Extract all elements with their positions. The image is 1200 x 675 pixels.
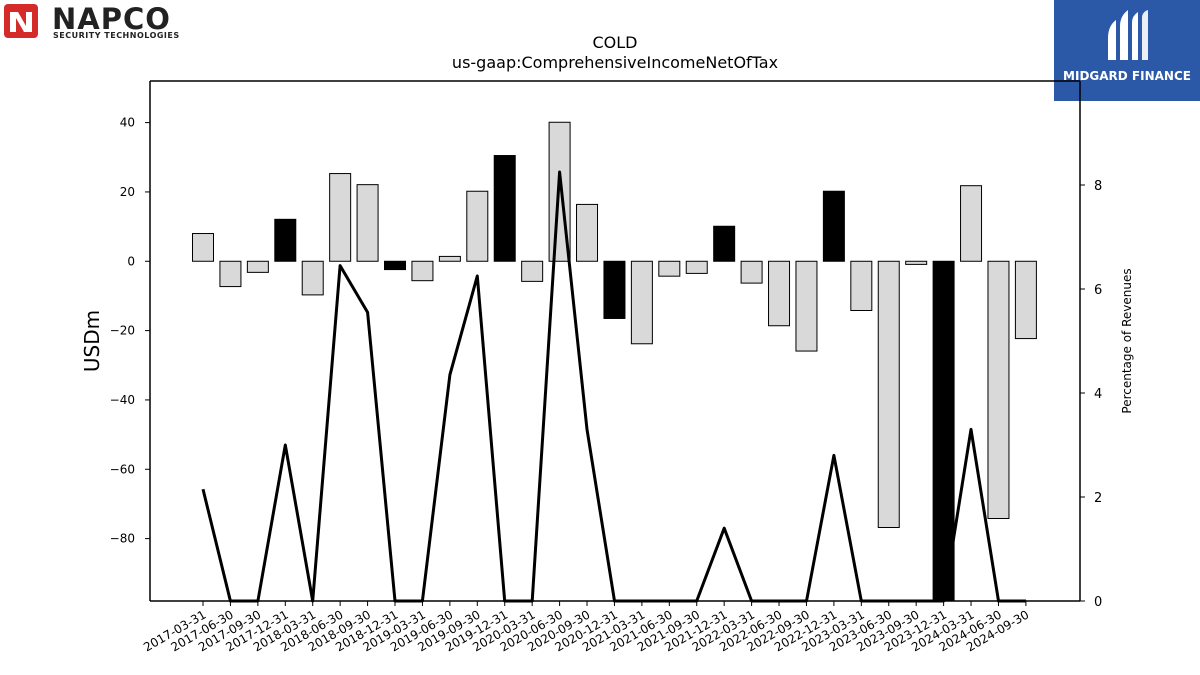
y-tick-label: −60 <box>110 462 135 476</box>
bar-2020-12-31 <box>603 260 626 319</box>
bar-2024-09-30 <box>1014 260 1037 340</box>
napco-brand-name: NAPCO <box>52 2 171 36</box>
bar-2023-03-31 <box>850 260 873 311</box>
bar-2018-06-30 <box>329 173 352 262</box>
bar-2021-03-31 <box>630 260 653 345</box>
bar-2023-06-30 <box>877 260 900 529</box>
bar-2024-03-31 <box>960 185 983 262</box>
bar-2019-12-31 <box>493 155 516 262</box>
bar-2023-09-30 <box>905 260 928 265</box>
y-tick-label: 0 <box>127 254 135 268</box>
napco-tagline: SECURITY TECHNOLOGIES <box>53 31 180 40</box>
line-layer <box>201 170 1026 603</box>
bar-2020-03-31 <box>521 260 544 282</box>
bar-2021-09-30 <box>685 260 708 274</box>
bar-2017-09-30 <box>246 260 269 273</box>
bar-2017-12-31 <box>274 218 297 262</box>
y2-tick-label: 2 <box>1094 491 1102 506</box>
bar-2018-09-30 <box>356 184 379 262</box>
bar-2022-12-31 <box>822 190 845 262</box>
chart-subtitle: us-gaap:ComprehensiveIncomeNetOfTax <box>451 53 779 72</box>
napco-logo: NAPCO SECURITY TECHNOLOGIES <box>4 2 214 42</box>
bar-2021-12-31 <box>713 225 736 262</box>
midgard-mark-icon <box>1108 10 1148 60</box>
y2-tick-label: 8 <box>1094 179 1102 194</box>
y-tick-label: 40 <box>120 116 135 130</box>
chart-title: COLD <box>592 33 638 52</box>
y2-tick-label: 0 <box>1094 595 1102 610</box>
y-tick-label: −40 <box>110 393 135 407</box>
revenue-percentage-line <box>201 170 1026 603</box>
bar-2019-06-30 <box>438 255 461 262</box>
y2-axis-label: Percentage of Revenues <box>1120 268 1134 413</box>
bar-2017-06-30 <box>219 260 242 288</box>
napco-mark-icon <box>4 4 38 38</box>
y-tick-label: −20 <box>110 324 135 338</box>
bar-2019-09-30 <box>466 190 489 262</box>
bar-2020-09-30 <box>576 203 599 262</box>
bar-2022-03-31 <box>740 260 763 284</box>
y-tick-label: −80 <box>110 532 135 546</box>
y2-tick-label: 6 <box>1094 283 1102 298</box>
bar-2022-06-30 <box>768 260 791 327</box>
midgard-logo: MIDGARD FINANCE <box>1054 0 1200 101</box>
bar-2021-06-30 <box>658 260 681 277</box>
y-tick-label: 20 <box>120 185 135 199</box>
bars-layer <box>192 121 1037 602</box>
bar-2022-09-30 <box>795 260 818 352</box>
bar-2024-06-30 <box>987 260 1010 519</box>
bar-2019-03-31 <box>411 260 434 282</box>
midgard-brand-name: MIDGARD FINANCE <box>1063 69 1191 83</box>
bar-2017-03-31 <box>192 233 214 262</box>
y2-tick-label: 4 <box>1094 387 1102 402</box>
bar-2018-12-31 <box>384 260 407 271</box>
y-axis-label: USDm <box>80 310 104 372</box>
bar-2018-03-31 <box>301 260 324 296</box>
